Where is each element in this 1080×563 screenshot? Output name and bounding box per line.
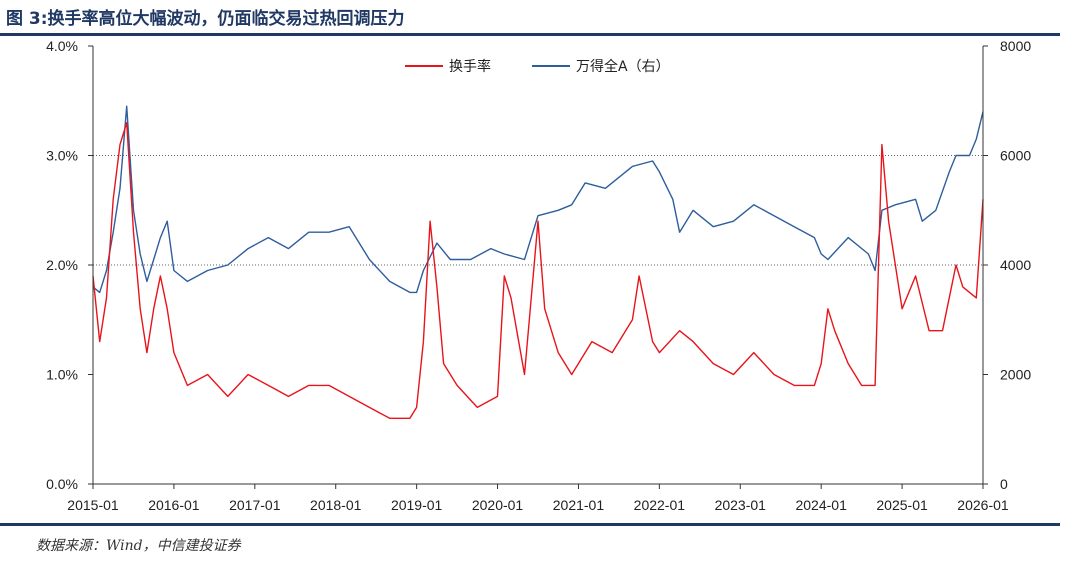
y-left-tick-label: 4.0%: [46, 38, 78, 54]
top-rule: [0, 33, 1060, 36]
grid: [93, 155, 983, 266]
y-right-tick-label: 8000: [1000, 38, 1031, 54]
series-line-index: [92, 105, 984, 294]
x-tick-label: 2016-01: [148, 497, 200, 513]
axes: 0.0% 1.0% 2.0% 3.0% 4.0% 0 2000 4000 6000 8000 201…: [46, 38, 1031, 513]
y-right-tick-label: 0: [1000, 476, 1008, 492]
x-tick-label: 2019-01: [391, 497, 443, 513]
x-tick-label: 2025-01: [876, 497, 928, 513]
x-tick-label: 2026-01: [957, 497, 1009, 513]
y-right-tick-label: 6000: [1000, 148, 1031, 164]
legend-label: 万得全A（右）: [576, 58, 670, 75]
legend-label: 换手率: [449, 58, 491, 75]
y-left-tick-label: 3.0%: [46, 148, 78, 164]
x-tick-label: 2017-01: [229, 497, 281, 513]
bottom-rule: [0, 523, 1060, 526]
legend: 换手率 万得全A（右）: [405, 58, 670, 75]
x-tick-label: 2015-01: [67, 497, 119, 513]
y-left-tick-label: 0.0%: [46, 476, 78, 492]
y-left-tick-label: 1.0%: [46, 367, 78, 383]
y-right-tick-label: 4000: [1000, 257, 1031, 273]
y-left-tick-label: 2.0%: [46, 257, 78, 273]
x-tick-label: 2018-01: [310, 497, 362, 513]
figure-title: 图 3:换手率高位大幅波动，仍面临交易过热回调压力: [6, 9, 405, 29]
x-tick-label: 2022-01: [634, 497, 686, 513]
source-note: 数据来源：Wind，中信建投证券: [36, 538, 241, 554]
x-tick-label: 2021-01: [553, 497, 605, 513]
series-layer: [92, 105, 984, 419]
x-tick-label: 2024-01: [795, 497, 847, 513]
x-tick-label: 2023-01: [715, 497, 767, 513]
y-right-tick-label: 2000: [1000, 367, 1031, 383]
x-tick-label: 2020-01: [472, 497, 524, 513]
series-line-turnover: [92, 122, 984, 419]
